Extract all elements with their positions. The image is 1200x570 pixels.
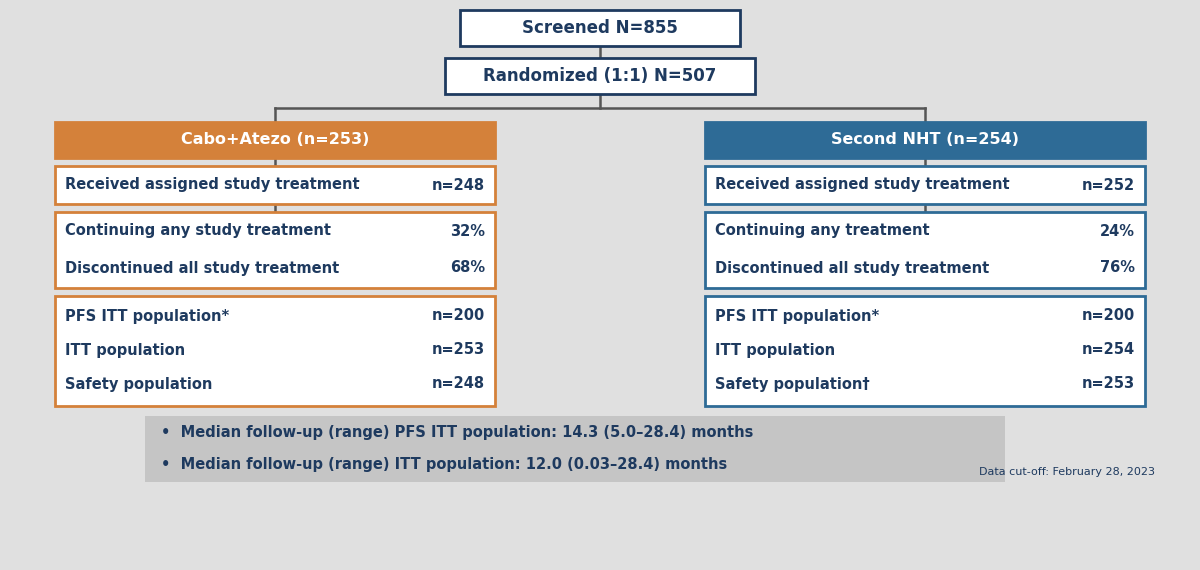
FancyBboxPatch shape bbox=[706, 296, 1145, 406]
Text: n=253: n=253 bbox=[432, 343, 485, 357]
Text: n=200: n=200 bbox=[1081, 308, 1135, 324]
Text: 24%: 24% bbox=[1100, 223, 1135, 238]
Text: PFS ITT population*: PFS ITT population* bbox=[715, 308, 880, 324]
Text: Randomized (1:1) N=507: Randomized (1:1) N=507 bbox=[484, 67, 716, 85]
Text: 68%: 68% bbox=[450, 260, 485, 275]
Text: Continuing any treatment: Continuing any treatment bbox=[715, 223, 930, 238]
Text: Discontinued all study treatment: Discontinued all study treatment bbox=[715, 260, 989, 275]
Text: PFS ITT population*: PFS ITT population* bbox=[65, 308, 229, 324]
Text: Data cut-off: February 28, 2023: Data cut-off: February 28, 2023 bbox=[979, 467, 1154, 477]
Text: Safety population†: Safety population† bbox=[715, 377, 870, 392]
FancyBboxPatch shape bbox=[55, 166, 496, 204]
Text: Safety population: Safety population bbox=[65, 377, 212, 392]
Text: n=252: n=252 bbox=[1082, 177, 1135, 193]
FancyBboxPatch shape bbox=[55, 122, 496, 158]
Text: •  Median follow-up (range) ITT population: 12.0 (0.03–28.4) months: • Median follow-up (range) ITT populatio… bbox=[161, 457, 727, 471]
Text: Received assigned study treatment: Received assigned study treatment bbox=[715, 177, 1009, 193]
Text: 76%: 76% bbox=[1100, 260, 1135, 275]
Text: Second NHT (n=254): Second NHT (n=254) bbox=[830, 132, 1019, 148]
Text: Screened N=855: Screened N=855 bbox=[522, 19, 678, 37]
Text: n=248: n=248 bbox=[432, 177, 485, 193]
Text: Continuing any study treatment: Continuing any study treatment bbox=[65, 223, 331, 238]
FancyBboxPatch shape bbox=[706, 122, 1145, 158]
Text: ITT population: ITT population bbox=[65, 343, 185, 357]
FancyBboxPatch shape bbox=[706, 166, 1145, 204]
FancyBboxPatch shape bbox=[706, 212, 1145, 288]
Text: Cabo+Atezo (n=253): Cabo+Atezo (n=253) bbox=[181, 132, 370, 148]
Text: ITT population: ITT population bbox=[715, 343, 835, 357]
Text: n=253: n=253 bbox=[1082, 377, 1135, 392]
FancyBboxPatch shape bbox=[145, 416, 1006, 482]
Text: n=248: n=248 bbox=[432, 377, 485, 392]
Text: Discontinued all study treatment: Discontinued all study treatment bbox=[65, 260, 340, 275]
Text: Received assigned study treatment: Received assigned study treatment bbox=[65, 177, 360, 193]
Text: n=254: n=254 bbox=[1082, 343, 1135, 357]
FancyBboxPatch shape bbox=[55, 296, 496, 406]
FancyBboxPatch shape bbox=[445, 58, 755, 94]
Text: •  Median follow-up (range) PFS ITT population: 14.3 (5.0–28.4) months: • Median follow-up (range) PFS ITT popul… bbox=[161, 425, 754, 441]
FancyBboxPatch shape bbox=[55, 212, 496, 288]
FancyBboxPatch shape bbox=[460, 10, 740, 46]
Text: n=200: n=200 bbox=[432, 308, 485, 324]
Text: 32%: 32% bbox=[450, 223, 485, 238]
